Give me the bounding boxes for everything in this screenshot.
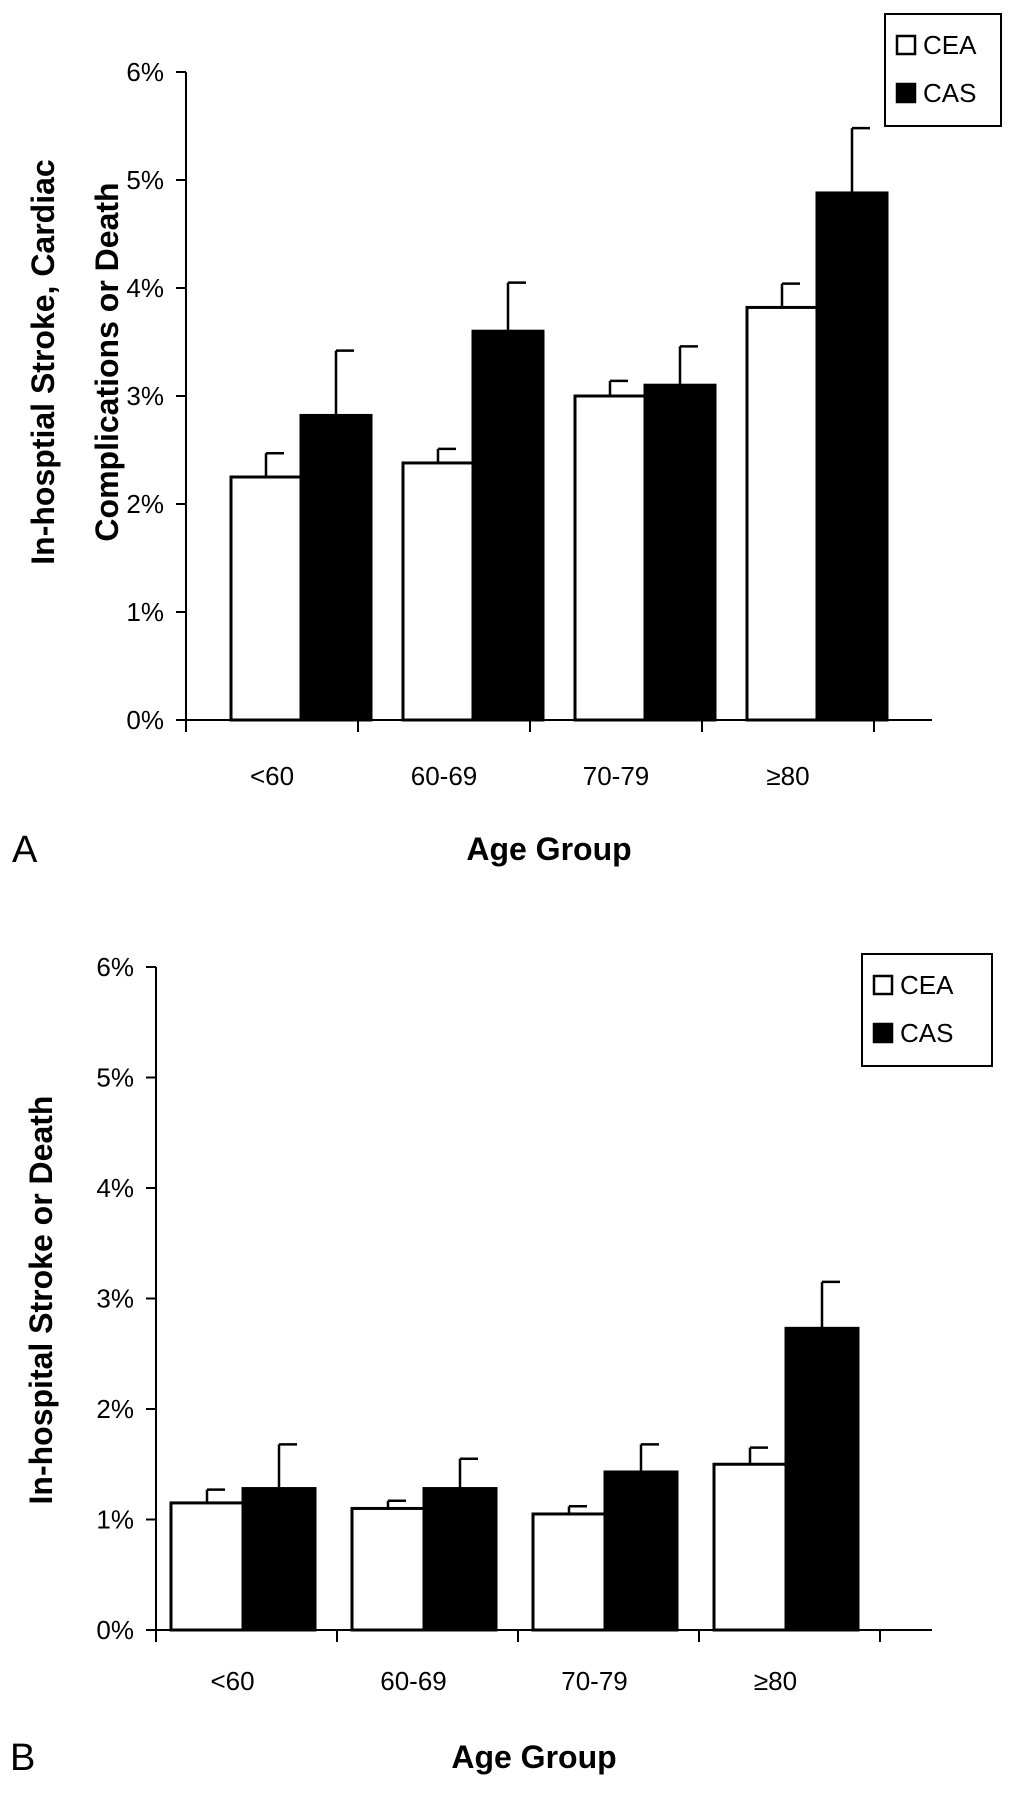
x-category-label: ≥80 <box>754 1666 797 1696</box>
legend-label-cea: CEA <box>900 970 954 1000</box>
y-tick-label: 3% <box>126 381 164 411</box>
legend-box <box>861 953 993 1067</box>
x-category-label: ≥80 <box>766 761 809 791</box>
bar-cea <box>745 305 819 722</box>
y-tick-label: 1% <box>126 597 164 627</box>
x-category-label: 60-69 <box>380 1666 447 1696</box>
bar-cea <box>401 461 475 722</box>
y-tick-label: 0% <box>126 705 164 735</box>
x-category-label: 70-79 <box>561 1666 628 1696</box>
y-axis-title: In-hospital Stroke or Death <box>23 1096 59 1505</box>
bar-cas <box>471 329 545 722</box>
bar-cas <box>299 413 373 722</box>
legend-swatch-cea <box>895 34 917 56</box>
y-tick-label: 4% <box>126 273 164 303</box>
legend-label-cas: CAS <box>900 1018 953 1048</box>
x-axis-title: Age Group <box>451 1739 616 1775</box>
y-tick-label: 1% <box>96 1505 134 1535</box>
chart-panel-a: 0% 1% 2% 3% 4% 5% 6% <60 60-69 70-79 ≥80 In-hosptia… <box>12 13 1002 871</box>
x-category-label: 60-69 <box>411 761 478 791</box>
bar-cas <box>643 383 717 722</box>
y-axis-title: Complications or Death <box>89 182 125 541</box>
bar-cas <box>603 1470 679 1632</box>
bar-cas <box>784 1326 860 1632</box>
y-tick-label: 5% <box>96 1063 134 1093</box>
chart-panel-b: 0% 1% 2% 3% 4% 5% 6% <60 60-69 70-79 ≥80 In-hospita… <box>10 952 993 1779</box>
bar-cea <box>531 1512 607 1632</box>
bar-cas <box>422 1487 498 1632</box>
legend-swatch-cas <box>895 82 917 104</box>
bar-cas <box>241 1487 317 1632</box>
y-axis-title: In-hosptial Stroke, Cardiac <box>25 159 61 564</box>
x-category-label: 70-79 <box>583 761 650 791</box>
x-category-label: <60 <box>250 761 294 791</box>
legend-label-cea: CEA <box>923 30 977 60</box>
y-tick-label: 5% <box>126 165 164 195</box>
x-category-label: <60 <box>210 1666 254 1696</box>
legend-box <box>884 13 1002 127</box>
y-tick-label: 6% <box>96 952 134 982</box>
x-axis-title: Age Group <box>466 831 631 867</box>
bar-cea <box>350 1506 426 1632</box>
panel-label: B <box>10 1737 35 1779</box>
panel-label: A <box>12 829 38 871</box>
bar-cea <box>229 475 303 722</box>
legend-label-cas: CAS <box>923 78 976 108</box>
legend-swatch-cea <box>872 974 894 996</box>
y-tick-label: 3% <box>96 1284 134 1314</box>
bar-cea <box>169 1501 245 1632</box>
y-tick-label: 4% <box>96 1173 134 1203</box>
bar-cas <box>815 191 889 722</box>
bar-cea <box>573 394 647 722</box>
y-tick-label: 6% <box>126 57 164 87</box>
y-tick-label: 2% <box>96 1394 134 1424</box>
y-tick-label: 0% <box>96 1615 134 1645</box>
bar-cea <box>712 1462 788 1632</box>
y-tick-label: 2% <box>126 489 164 519</box>
legend-swatch-cas <box>872 1022 894 1044</box>
